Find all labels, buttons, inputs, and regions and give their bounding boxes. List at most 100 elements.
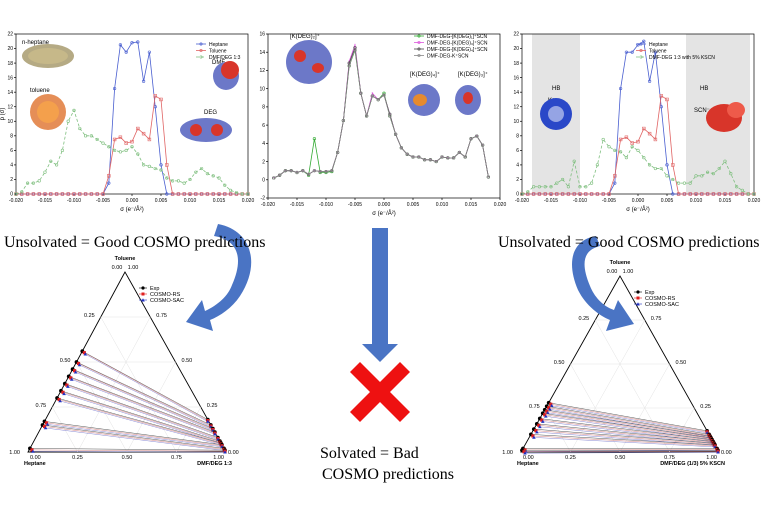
tie-line [60,400,222,446]
tie-line [530,434,716,446]
tie-line [59,399,222,445]
tie-line [32,451,225,453]
data-point [618,150,623,154]
data-point [618,86,623,91]
data-point [642,39,646,43]
legend-label: COSMO-SAC [150,298,184,304]
ternary-tick-label: 0.00 [30,455,41,461]
data-point [653,50,658,54]
data-point [411,155,415,159]
data-point [486,175,491,179]
data-point [54,192,59,196]
data-point [711,172,716,176]
ternary-tick-label: 0.25 [84,313,95,319]
ternary-tick-label: 0.50 [182,358,193,364]
data-point [671,177,675,182]
tie-line [72,368,213,429]
x-axis-label: σ (e⁻/Å²) [626,206,650,213]
cosmo-rs-point [42,424,47,429]
cosmo-rs-point [547,406,551,410]
data-point [159,168,163,172]
data-point [78,192,82,196]
data-point [578,192,582,196]
x-tick-label: 0.005 [661,198,674,204]
data-point [729,172,733,176]
data-point [613,174,617,178]
data-point [705,192,710,196]
y-tick-label: 10 [7,119,13,125]
data-point [566,192,571,196]
data-point [72,108,76,112]
tie-line [524,449,718,451]
tie-line [57,397,222,444]
data-point [112,148,117,152]
data-point [31,192,36,196]
data-point: * [488,175,490,180]
data-point [228,192,233,196]
data-point [307,172,311,176]
data-point [20,190,24,194]
data-point [20,192,24,196]
x-axis-label: σ (e⁻/Å²) [372,210,396,217]
data-point [347,64,351,68]
legend-marker [639,55,643,59]
data-point [601,137,605,142]
data-point [434,159,438,164]
legend-label: DMF-DEG-K⁺SCN [427,53,469,59]
legend-marker [417,40,421,44]
tie-line [544,414,712,440]
data-point [54,163,59,167]
data-point [283,169,288,173]
data-point [217,192,221,196]
x-tick-label: 0.020 [494,202,507,208]
tie-line [45,427,225,451]
cosmo-rs-point [73,369,77,373]
x-tick-label: 0.000 [632,198,645,204]
data-point [289,169,293,173]
tie-line [524,452,719,454]
data-point [365,114,369,118]
ternary-tick-label: 0.00 [607,269,618,275]
grid-line [570,363,621,453]
data-point [457,150,462,155]
data-point [665,97,669,102]
ternary-tick-label: 0.25 [565,455,576,461]
data-point [543,185,547,189]
ternary-tick-label: 1.00 [213,455,224,461]
x-tick-label: -0.005 [602,198,616,204]
legend-marker [636,296,640,300]
data-point [734,192,739,196]
data-point: * [354,43,356,48]
legend-label: COSMO-SAC [645,302,679,308]
ternary-axis-label-left: Heptane [24,461,46,467]
data-point [49,159,53,163]
data-point [336,150,340,155]
cosmo-rs-point [537,423,541,427]
cosmo-sac-point [535,430,539,434]
data-point [624,156,629,160]
data-point [653,166,658,171]
molecule-k-deg4-image [408,84,440,116]
legend-marker [141,292,145,296]
data-point [740,192,745,196]
x-tick-label: 0.000 [126,198,139,204]
data-point [278,173,282,177]
molecule-toluene-image [30,94,66,130]
data-point [359,91,363,95]
data-point [37,192,41,196]
tie-line [525,450,718,452]
x-tick-label: -0.005 [348,202,362,208]
data-point [318,169,322,174]
cosmo-sac-point [223,450,227,454]
y-tick-label: 22 [513,32,519,38]
ternary-tick-label: 0.50 [676,360,687,366]
y-tick-label: 0 [516,192,519,198]
molecule-label: DMF [212,60,225,66]
data-point [642,156,646,160]
tie-line [46,422,222,446]
ternary-tick-label: 0.75 [36,403,47,409]
data-point [43,192,47,196]
data-point [642,126,646,131]
data-point [124,50,128,54]
data-point [618,137,623,142]
